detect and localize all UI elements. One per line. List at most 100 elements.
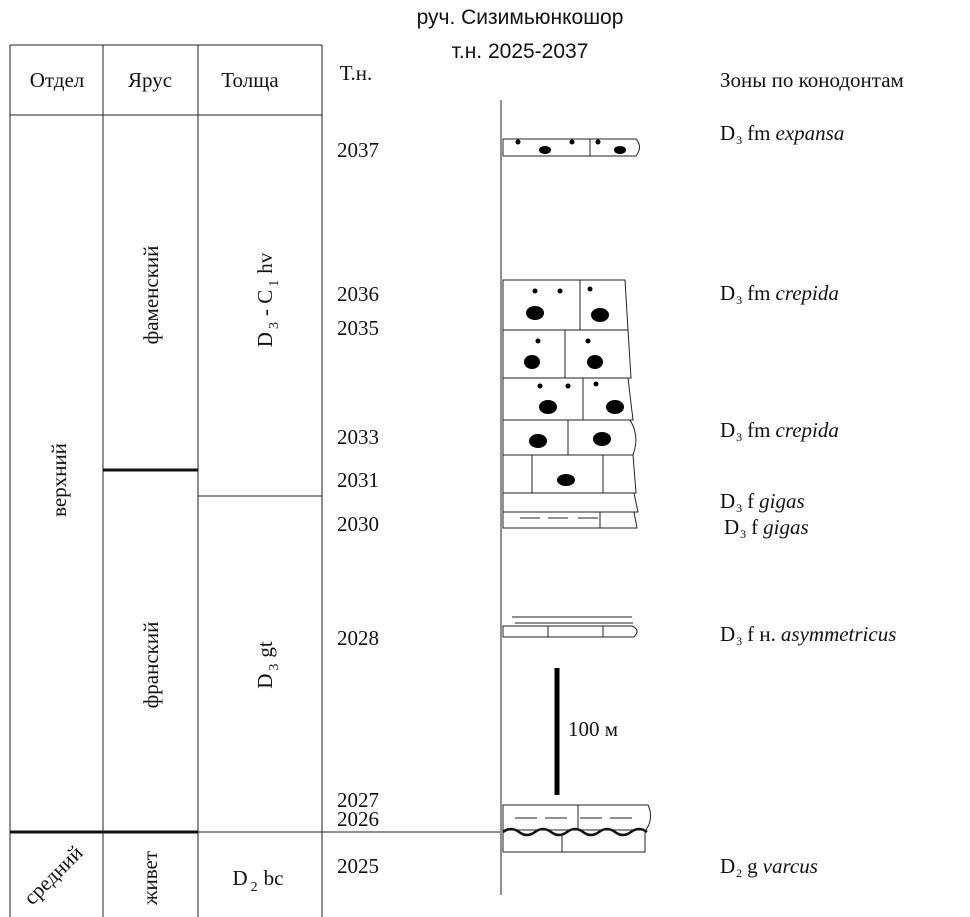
subscript: 2 <box>736 866 742 880</box>
lithology-shape <box>587 355 603 369</box>
lithology-shape <box>524 355 540 369</box>
stage-label: живет <box>138 851 162 906</box>
series-label: верхний <box>47 443 71 517</box>
lithology-shape <box>503 493 638 512</box>
zone-taxon: expansa <box>776 121 845 145</box>
subscript: 3 <box>736 430 742 444</box>
zone-system: D <box>720 281 735 305</box>
zone-label: D3fmcrepida <box>720 418 839 444</box>
lithology-shape <box>557 474 575 486</box>
subscript: 3 <box>736 634 742 648</box>
subscript: 3 <box>736 501 742 515</box>
point-number: 2037 <box>337 138 379 162</box>
column-header: Т.н. <box>340 61 372 85</box>
stage-label: фаменский <box>139 246 163 345</box>
zone-system: D <box>720 622 735 646</box>
point-number: 2026 <box>337 807 379 831</box>
unit-text: hv <box>253 252 277 274</box>
subscript: 3 <box>736 293 742 307</box>
lithology-shape <box>606 400 624 414</box>
unit-text: D <box>253 674 277 689</box>
stage-label: франский <box>139 622 163 709</box>
zone-stage: fm <box>747 121 770 145</box>
series-label: средний <box>19 841 88 910</box>
lithology-shape <box>596 140 601 145</box>
lithology-shape <box>539 400 557 414</box>
table-grid <box>10 45 500 917</box>
zone-taxon: crepida <box>776 281 839 305</box>
subscript: 1 <box>267 280 282 287</box>
zone-taxon: gigas <box>763 515 809 539</box>
lithology-shape <box>570 140 575 145</box>
figure: руч. Сизимьюнкошорт.н. 2025-2037ОтделЯру… <box>0 0 970 917</box>
lithology-shape <box>614 146 626 154</box>
lithology-shape <box>588 287 593 292</box>
subtitle: т.н. 2025-2037 <box>452 40 589 63</box>
zone-stage: fm <box>747 281 770 305</box>
lithology-shape <box>533 289 538 294</box>
lithology-shape <box>503 626 637 637</box>
title: руч. Сизимьюнкошор <box>417 6 624 29</box>
subscript: 3 <box>267 664 282 671</box>
column-header: Отдел <box>30 68 85 92</box>
point-number: 2035 <box>337 316 379 340</box>
unit-text: D <box>233 866 248 890</box>
unit-text: - C <box>253 290 277 316</box>
lithology-shape <box>566 384 571 389</box>
zones-header: Зоны по конодонтам <box>720 68 904 92</box>
lithology-shape <box>529 434 547 448</box>
zone-stage: f н. <box>747 622 776 646</box>
zone-system: D <box>720 489 735 513</box>
body: руч. Сизимьюнкошорт.н. 2025-2037ОтделЯру… <box>0 0 970 917</box>
lithology-shape <box>512 617 633 623</box>
lithology-shape <box>526 306 544 320</box>
zone-stage: g <box>747 854 758 878</box>
zone-label: D3 f н.asymmetricus <box>720 622 896 648</box>
lithology-shape <box>538 384 543 389</box>
zone-system: D <box>720 121 735 145</box>
lithology-shape <box>536 339 541 344</box>
lithology <box>503 139 651 852</box>
lithology-shape <box>503 830 645 852</box>
column-header: Толща <box>221 68 279 92</box>
lithology-shape <box>594 382 599 387</box>
lithology-shape <box>593 432 611 446</box>
scale-label: 100 м <box>568 717 618 741</box>
subscript: 3 <box>740 527 746 541</box>
unit-text: D <box>253 332 277 347</box>
zone-taxon: varcus <box>763 854 818 878</box>
unit-text: bc <box>264 866 284 890</box>
zone-system: D <box>720 418 735 442</box>
point-number: 2030 <box>337 512 379 536</box>
zone-stage: f <box>747 489 754 513</box>
zone-taxon: gigas <box>759 489 805 513</box>
subscript: 2 <box>251 880 258 895</box>
lithology-shape <box>516 140 521 145</box>
lithology-shape <box>503 330 631 378</box>
subscript: 3 <box>267 322 282 329</box>
subscript: 3 <box>736 133 742 147</box>
unit-label: D3gt <box>253 641 282 689</box>
lithology-shape <box>503 512 637 528</box>
zone-taxon: asymmetricus <box>781 622 896 646</box>
lithology-shape <box>558 289 563 294</box>
zone-stage: f <box>751 515 758 539</box>
point-number: 2031 <box>337 468 379 492</box>
point-number: 2033 <box>337 425 379 449</box>
zone-stage: fm <box>747 418 770 442</box>
zone-system: D <box>720 854 735 878</box>
lithology-shape <box>503 280 628 330</box>
lithology-shape <box>591 308 609 322</box>
point-number: 2025 <box>337 854 379 878</box>
lithology-shape <box>503 420 636 455</box>
zone-system: D <box>724 515 739 539</box>
point-number: 2036 <box>337 282 379 306</box>
lithology-shape <box>539 146 551 154</box>
page: Stratigraphic column {"header": {"title"… <box>0 0 970 917</box>
